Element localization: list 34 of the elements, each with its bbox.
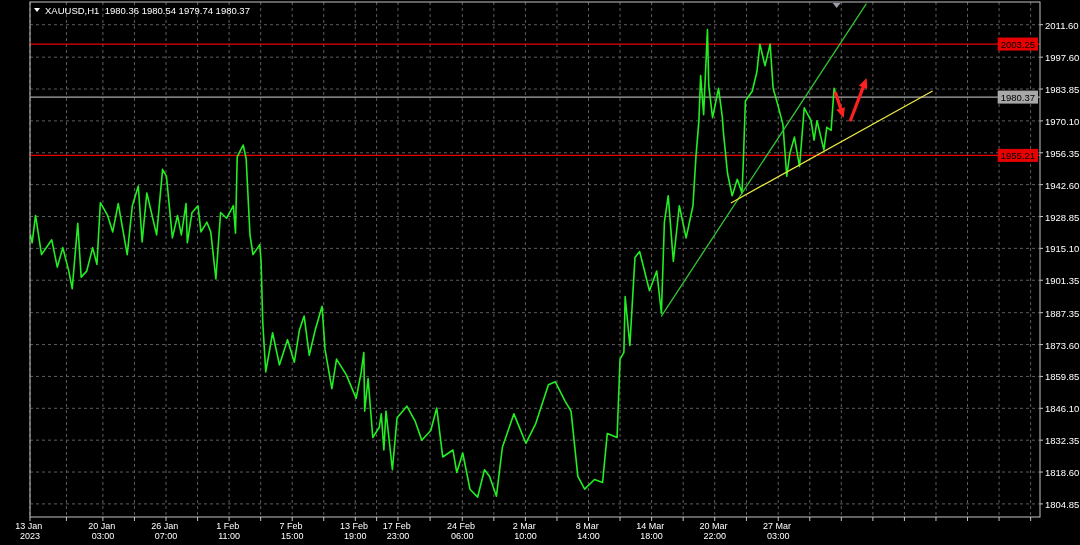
x-tick-label: 13 Feb 19:00 xyxy=(340,521,371,542)
y-tick-label: 1846.10 xyxy=(1045,402,1080,414)
line-series xyxy=(30,28,838,498)
y-tick-label: 1956.35 xyxy=(1045,147,1080,159)
x-tick-label: 20 Jan 03:00 xyxy=(88,521,118,542)
x-tick-label: 14 Mar 18:00 xyxy=(636,521,667,542)
y-tick-label: 1804.85 xyxy=(1045,498,1080,510)
y-tick-label: 1873.60 xyxy=(1045,339,1080,351)
x-tick-label: 26 Jan 07:00 xyxy=(151,521,181,542)
y-tick-label: 1887.35 xyxy=(1045,307,1080,319)
ref-line-label: 1980.37 xyxy=(1000,91,1036,103)
ref-line-label: 2003.25 xyxy=(1000,38,1036,50)
y-tick-label: 1859.85 xyxy=(1045,370,1080,382)
x-tick-label: 13 Jan 2023 xyxy=(15,521,45,542)
x-tick-label: 1 Feb 11:00 xyxy=(216,521,242,542)
x-tick-label: 17 Feb 23:00 xyxy=(382,521,414,542)
y-tick-label: 1997.60 xyxy=(1045,51,1080,63)
y-tick-label: 1970.10 xyxy=(1045,115,1080,127)
y-tick-label: 1832.35 xyxy=(1045,434,1080,446)
x-tick-label: 7 Feb 15:00 xyxy=(279,521,305,542)
y-tick-label: 1901.35 xyxy=(1045,274,1080,286)
y-tick-label: 2011.60 xyxy=(1045,19,1079,31)
y-tick-label: 1915.10 xyxy=(1045,242,1080,254)
y-tick-label: 1942.60 xyxy=(1045,179,1080,191)
y-tick-label: 1928.85 xyxy=(1045,211,1080,223)
x-tick-label: 2 Mar 10:00 xyxy=(512,521,539,542)
x-tick-label: 8 Mar 14:00 xyxy=(575,521,602,542)
y-tick-label: 1818.60 xyxy=(1045,466,1080,478)
ref-line-label: 1955.21 xyxy=(1000,149,1036,161)
x-tick-label: 20 Mar 22:00 xyxy=(699,521,730,542)
x-tick-label: 27 Mar 03:00 xyxy=(762,521,794,542)
chart-title: XAUUSD,H1 1980.36 1980.54 1979.74 1980.37 xyxy=(45,5,250,16)
x-tick-label: 24 Feb 06:00 xyxy=(447,521,478,542)
y-tick-label: 1983.85 xyxy=(1045,83,1080,95)
